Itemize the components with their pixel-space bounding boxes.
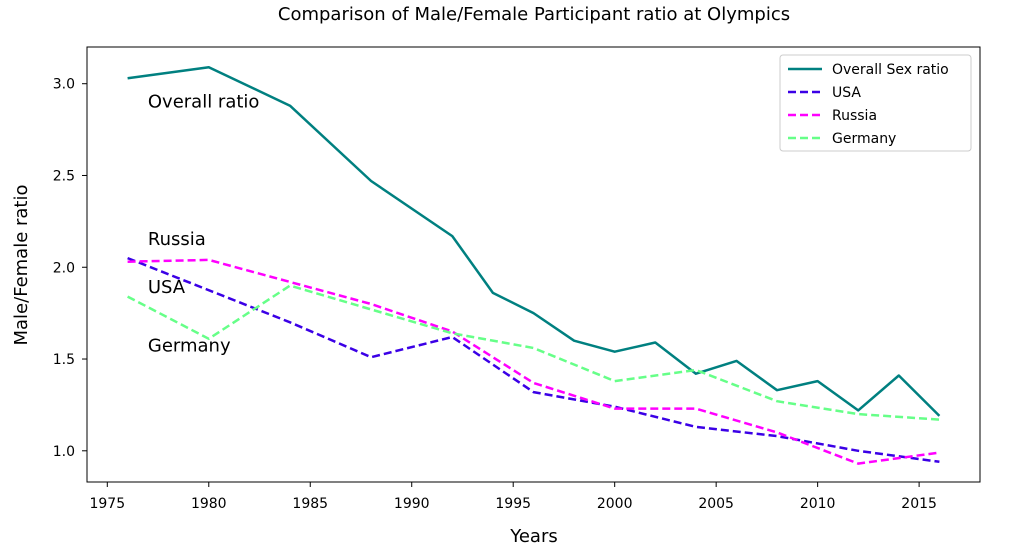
x-tick-label: 2000 (597, 496, 633, 512)
y-tick-label: 2.0 (53, 260, 75, 276)
y-tick-label: 1.5 (53, 352, 75, 368)
x-tick-label: 1995 (495, 496, 531, 512)
series-line-russia (127, 258, 940, 465)
series-line-usa (127, 256, 940, 464)
legend-label: Russia (832, 108, 877, 124)
x-tick-label: 2005 (698, 496, 734, 512)
plot-frame (86, 46, 981, 483)
legend-label: Germany (832, 131, 896, 147)
annotation-label: Overall ratio (148, 92, 260, 113)
x-tick-label: 1980 (191, 496, 227, 512)
y-tick-label: 1.0 (53, 444, 75, 460)
x-tick-label: 1985 (292, 496, 328, 512)
x-tick-label: 1975 (89, 496, 125, 512)
annotation-label: USA (148, 277, 186, 298)
x-tick-label: 2010 (800, 496, 836, 512)
legend-label: Overall Sex ratio (832, 62, 949, 78)
annotation-label: Russia (148, 229, 206, 250)
legend-box (779, 54, 972, 152)
series-line-germany (127, 284, 940, 421)
annotations: Overall ratio Russia USA Germany (148, 92, 260, 357)
x-axis: 1975 1980 1985 1990 1995 2000 2005 2010 2015 (89, 482, 937, 512)
x-tick-label: 2015 (901, 496, 937, 512)
y-axis: 1.0 1.5 2.0 2.5 3.0 (53, 77, 87, 460)
chart-title: Comparison of Male/Female Participant ra… (278, 4, 790, 25)
x-axis-label: Years (509, 526, 558, 547)
series-line-overall-sex-ratio (127, 65, 941, 417)
series-lines (127, 65, 941, 465)
y-axis-label: Male/Female ratio (11, 184, 32, 345)
y-tick-label: 2.5 (53, 168, 75, 184)
legend-label: USA (832, 85, 861, 101)
y-tick-label: 3.0 (53, 77, 75, 93)
x-tick-label: 1990 (394, 496, 430, 512)
legend: Overall Sex ratio USA Russia Germany (779, 54, 972, 152)
annotation-label: Germany (148, 336, 231, 357)
